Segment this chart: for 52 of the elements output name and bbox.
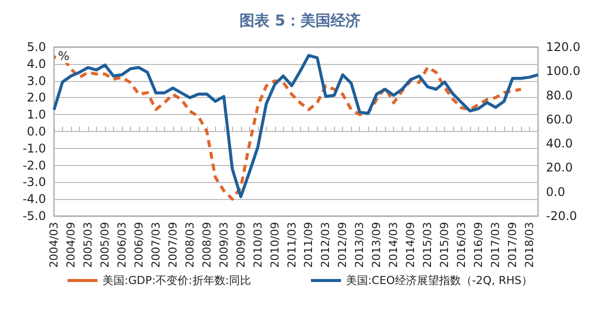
y2-tick-label: 80.0 [546,88,573,102]
x-tick-label: 2017/09 [506,222,520,268]
y-tick-label: -2.0 [22,158,46,172]
x-tick-label: 2016/09 [472,222,486,268]
y-tick-label: 5.0 [26,40,46,54]
x-tick-label: 2007/03 [149,222,162,268]
y2-tick-label: 100.0 [546,64,580,78]
annotation: % [58,49,70,63]
x-tick-label: 2005/09 [98,222,112,268]
x-tick-label: 2013/03 [353,222,366,268]
y2-tick-label: 20.0 [546,160,573,175]
x-tick-label: 2018/03 [523,222,536,268]
y-tick-label: -3.0 [22,175,46,190]
y2-tick-label: 120.0 [546,40,580,54]
x-tick-label: 2015/09 [438,222,452,268]
x-tick-label: 2008/03 [183,222,196,268]
x-tick-label: 2016/03 [455,222,468,268]
x-tick-label: 2010/09 [268,222,282,268]
x-tick-label: 2011/03 [285,222,298,268]
x-tick-label: 2004/03 [48,222,60,268]
legend-label: 美国:CEO经济展望指数（-2Q, RHS） [346,274,532,287]
x-tick-label: 2017/03 [489,222,502,268]
y2-tick-label: 40.0 [546,136,573,151]
x-tick-label: 2009/09 [234,222,248,268]
x-tick-label: 2015/03 [421,222,434,268]
chart-title: 图表 5：美国经济 [240,12,360,30]
x-tick-label: 2005/03 [81,222,94,268]
x-tick-label: 2004/09 [64,222,78,268]
x-tick-label: 2006/09 [132,222,146,268]
y-tick-label: 2.0 [26,90,46,105]
x-tick-label: 2009/03 [217,222,230,268]
x-tick-label: 2007/09 [166,222,180,268]
y2-tick-label: 0.0 [546,184,566,199]
x-tick-label: 2006/03 [115,222,128,268]
x-tick-label: 2012/03 [319,222,332,268]
y-tick-label: 1.0 [26,108,46,122]
y2-tick-label: -20.0 [546,209,578,223]
x-tick-label: 2014/03 [387,222,400,268]
y-tick-label: 4.0 [26,56,46,71]
x-tick-label: 2011/09 [302,222,316,268]
x-tick-label: 2010/03 [251,222,264,268]
y-tick-label: 0.0 [26,124,46,138]
y2-tick-label: 60.0 [546,112,573,126]
x-tick-label: 2008/09 [200,222,214,268]
y-tick-label: -5.0 [22,209,46,223]
x-tick-label: 2014/09 [404,222,418,268]
x-tick-label: 2013/09 [370,222,384,268]
y-tick-label: 3.0 [26,74,46,88]
y-tick-label: -1.0 [22,141,46,156]
legend-label: 美国:GDP:不变价:折年数:同比 [102,274,251,287]
x-tick-label: 2012/09 [336,222,350,268]
y-tick-label: -4.0 [22,192,46,206]
